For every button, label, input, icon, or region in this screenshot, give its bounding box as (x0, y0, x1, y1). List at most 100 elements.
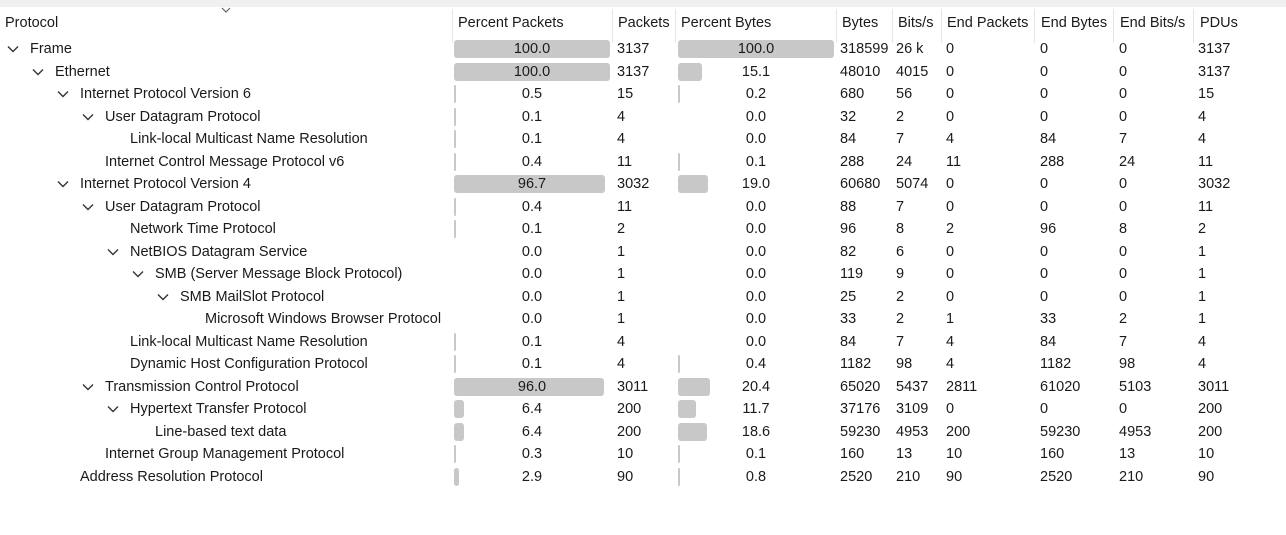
table-row[interactable]: SMB (Server Message Block Protocol) 0.0 0.… (0, 263, 1286, 286)
chevron-down-icon[interactable] (105, 241, 121, 263)
table-row[interactable]: Line-based text data 6.4 18.6 200 59230 4953 2… (0, 421, 1286, 444)
chevron-down-icon[interactable] (105, 398, 121, 420)
column-separator[interactable] (612, 9, 613, 43)
chevron-down-icon[interactable] (80, 106, 96, 128)
column-header-end-bits-s[interactable]: End Bits/s (1120, 15, 1186, 31)
packets-cell: 3011 (617, 378, 649, 395)
table-row[interactable]: Transmission Control Protocol 96.0 20.4 301… (0, 376, 1286, 399)
table-row[interactable]: Ethernet 100.0 15.1 3137 48010 4015 0 0 0 3137 (0, 61, 1286, 84)
protocol-name: Transmission Control Protocol (105, 378, 299, 395)
table-row[interactable]: Hypertext Transfer Protocol 6.4 11.7 200 371… (0, 398, 1286, 421)
table-row[interactable]: Frame 100.0 100.0 3137 318599 26 k 0 0 0 3137 (0, 38, 1286, 61)
bytes-cell: 25 (840, 288, 857, 305)
percent-bytes-value: 0.4 (745, 356, 767, 372)
table-row[interactable]: Dynamic Host Configuration Protocol 0.1 0.… (0, 353, 1286, 376)
packets-cell: 3032 (617, 176, 650, 192)
table-row[interactable]: Address Resolution Protocol 2.9 0.8 90 2520 2… (0, 466, 1286, 489)
protocol-name: Frame (30, 41, 72, 57)
bytes-cell: 48010 (840, 63, 881, 80)
protocol-name: Network Time Protocol (130, 221, 276, 237)
column-separator[interactable] (675, 9, 676, 43)
protocol-cell: Dynamic Host Configuration Protocol (105, 353, 368, 376)
end-packets-cell: 2 (946, 221, 955, 237)
percent-bytes-bar (678, 445, 680, 463)
bits-s-cell: 2 (896, 288, 905, 305)
pdus-cell: 10 (1198, 446, 1215, 462)
table-row[interactable]: NetBIOS Datagram Service 0.0 0.0 1 82 6 0 0 0 1 (0, 241, 1286, 264)
chevron-down-icon[interactable] (5, 38, 21, 60)
bits-s-cell: 98 (896, 356, 913, 372)
table-row[interactable]: Internet Control Message Protocol v6 0.4 0… (0, 151, 1286, 174)
column-separator[interactable] (452, 9, 453, 43)
table-row[interactable]: Internet Protocol Version 6 0.5 0.2 15 680 56… (0, 83, 1286, 106)
column-separator[interactable] (836, 9, 837, 43)
percent-packets-value: 0.3 (521, 446, 543, 462)
end-bits-s-cell: 0 (1119, 401, 1128, 417)
end-packets-cell: 0 (946, 108, 955, 125)
table-row[interactable]: Link-local Multicast Name Resolution 0.1 0… (0, 128, 1286, 151)
table-row[interactable]: Internet Group Management Protocol 0.3 0.1… (0, 443, 1286, 466)
percent-packets-bar (454, 422, 464, 441)
percent-packets-bar (454, 355, 456, 373)
bytes-cell: 119 (840, 266, 864, 282)
column-header-end-packets[interactable]: End Packets (947, 15, 1029, 31)
column-header-percent-packets[interactable]: Percent Packets (458, 15, 564, 31)
end-bits-s-cell: 13 (1119, 446, 1136, 462)
chevron-down-icon[interactable] (80, 196, 96, 218)
pdus-cell: 200 (1198, 401, 1223, 417)
end-bytes-cell: 59230 (1040, 423, 1081, 440)
column-header-end-bytes[interactable]: End Bytes (1041, 15, 1108, 31)
end-bytes-cell: 0 (1040, 266, 1049, 282)
protocol-cell: Address Resolution Protocol (55, 466, 263, 489)
column-separator[interactable] (1034, 9, 1035, 43)
end-bits-s-cell: 24 (1119, 153, 1136, 170)
chevron-down-icon[interactable] (55, 83, 71, 105)
chevron-down-icon[interactable] (55, 173, 71, 195)
column-header-percent-bytes[interactable]: Percent Bytes (681, 15, 772, 31)
bytes-cell: 680 (840, 86, 865, 102)
bytes-cell: 1182 (840, 356, 872, 372)
chevron-down-icon[interactable] (80, 376, 96, 398)
percent-packets-value: 2.9 (521, 468, 543, 485)
column-separator[interactable] (892, 9, 893, 43)
bytes-cell: 96 (840, 221, 857, 237)
chevron-down-icon[interactable] (155, 286, 171, 308)
table-row[interactable]: Network Time Protocol 0.1 0.0 2 96 8 2 96 8 2 (0, 218, 1286, 241)
protocol-name: Address Resolution Protocol (80, 468, 263, 485)
column-header-packets[interactable]: Packets (618, 15, 670, 31)
column-separator[interactable] (941, 9, 942, 43)
chevron-down-icon[interactable] (30, 61, 46, 83)
percent-packets-value: 96.0 (517, 378, 547, 395)
table-row[interactable]: Microsoft Windows Browser Protocol 0.0 0.0… (0, 308, 1286, 331)
protocol-name: NetBIOS Datagram Service (130, 243, 308, 260)
column-separator[interactable] (1193, 9, 1194, 43)
column-header-bits-s[interactable]: Bits/s (898, 15, 934, 31)
end-bits-s-cell: 2 (1119, 311, 1128, 327)
column-separator[interactable] (1113, 9, 1114, 43)
end-packets-cell: 10 (946, 446, 963, 462)
percent-bytes-value: 18.6 (741, 423, 771, 440)
column-header-bytes[interactable]: Bytes (842, 15, 879, 31)
table-row[interactable]: SMB MailSlot Protocol 0.0 0.0 1 25 2 0 0 0 1 (0, 286, 1286, 309)
table-row[interactable]: Internet Protocol Version 4 96.7 19.0 3032 6… (0, 173, 1286, 196)
percent-packets-bar (454, 377, 604, 396)
end-bits-s-cell: 7 (1119, 131, 1128, 147)
percent-bytes-bar (678, 152, 680, 171)
packets-cell: 15 (617, 86, 634, 102)
sort-indicator-icon[interactable] (221, 6, 231, 14)
pdus-cell: 90 (1198, 468, 1215, 485)
end-bits-s-cell: 0 (1119, 266, 1128, 282)
pdus-cell: 200 (1198, 423, 1223, 440)
end-bytes-cell: 0 (1040, 288, 1049, 305)
table-row[interactable]: Link-local Multicast Name Resolution 0.1 0… (0, 331, 1286, 354)
packets-cell: 1 (617, 266, 626, 282)
table-row[interactable]: User Datagram Protocol 0.4 0.0 11 88 7 0 0 0 11 (0, 196, 1286, 219)
packets-cell: 4 (617, 356, 626, 372)
column-header-protocol[interactable]: Protocol (5, 15, 59, 31)
chevron-down-icon[interactable] (130, 263, 146, 285)
percent-bytes-value: 0.1 (745, 153, 767, 170)
column-header-pdus[interactable]: PDUs (1200, 15, 1238, 31)
table-row[interactable]: User Datagram Protocol 0.1 0.0 4 32 2 0 0 0 4 (0, 106, 1286, 129)
end-packets-cell: 0 (946, 198, 955, 215)
percent-packets-value: 6.4 (521, 401, 543, 417)
